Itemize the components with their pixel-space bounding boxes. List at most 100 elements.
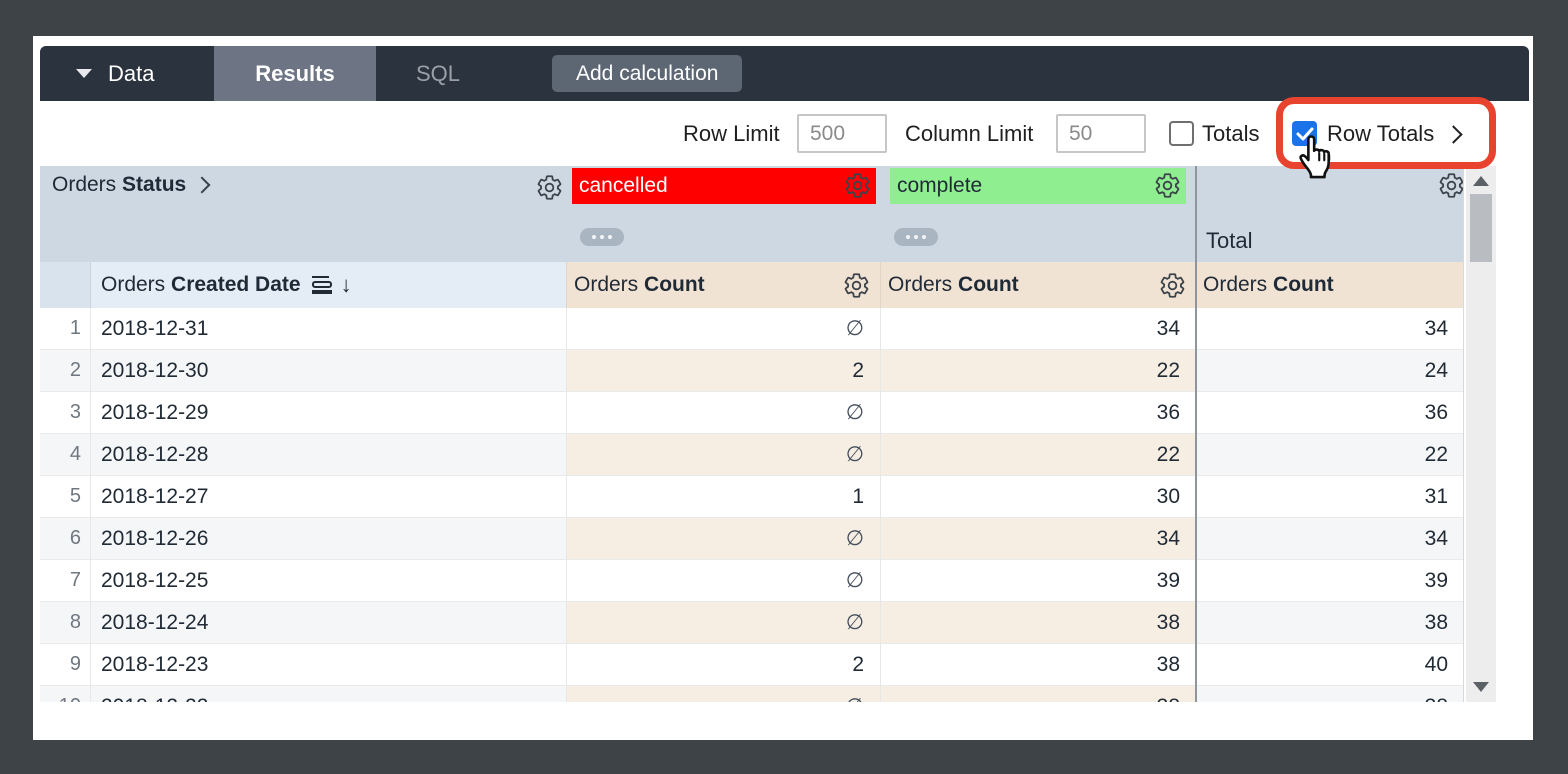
- complete-count-cell[interactable]: 30: [880, 476, 1196, 518]
- table-row: 4 2018-12-28 ∅ 22 22: [40, 434, 1464, 476]
- add-calculation-button[interactable]: Add calculation: [552, 55, 743, 92]
- pivot-expand-chevron-icon[interactable]: [193, 176, 211, 194]
- total-count-cell[interactable]: 34: [1196, 518, 1464, 560]
- row-number-cell[interactable]: 10: [40, 686, 90, 702]
- row-number-cell[interactable]: 3: [40, 392, 90, 434]
- caret-down-icon: [76, 69, 92, 78]
- date-cell[interactable]: 2018-12-31: [90, 308, 566, 350]
- null-value-icon: ∅: [845, 317, 864, 340]
- pivot-view-name: Orders: [52, 173, 117, 196]
- cancelled-count-cell[interactable]: ∅: [566, 308, 880, 350]
- total-count-cell[interactable]: 31: [1196, 476, 1464, 518]
- pivot-value-header-cancelled[interactable]: cancelled: [572, 168, 876, 204]
- pivot-value-label: complete: [897, 174, 983, 197]
- date-cell[interactable]: 2018-12-27: [90, 476, 566, 518]
- scrollbar-thumb[interactable]: [1470, 194, 1492, 262]
- complete-count-cell[interactable]: 38: [880, 602, 1196, 644]
- complete-count-cell[interactable]: 34: [880, 308, 1196, 350]
- pivot-value-gear-icon[interactable]: [844, 172, 871, 199]
- row-limit-input[interactable]: [797, 114, 887, 153]
- scroll-up-arrow[interactable]: [1466, 170, 1496, 192]
- date-cell[interactable]: 2018-12-26: [90, 518, 566, 560]
- measure-header-total[interactable]: Orders Count: [1196, 262, 1464, 308]
- add-calculation-label: Add calculation: [576, 61, 719, 85]
- table-row: 6 2018-12-26 ∅ 34 34: [40, 518, 1464, 560]
- measure-header-complete[interactable]: Orders Count: [880, 262, 1196, 308]
- cancelled-count-cell[interactable]: 2: [566, 644, 880, 686]
- sort-descending-icon[interactable]: ↓: [340, 272, 352, 297]
- total-count-cell[interactable]: 38: [1196, 602, 1464, 644]
- date-cell[interactable]: 2018-12-23: [90, 644, 566, 686]
- measure-cancelled-gear-icon[interactable]: [843, 272, 870, 299]
- row-number-cell[interactable]: 8: [40, 602, 90, 644]
- total-count-cell[interactable]: 24: [1196, 350, 1464, 392]
- null-value-icon: ∅: [845, 443, 864, 466]
- total-column-divider: [1195, 166, 1197, 702]
- measure-complete-gear-icon[interactable]: [1159, 272, 1186, 299]
- field-header-row: Orders Created Date ↓ Orders Count Order…: [40, 262, 1464, 308]
- measure-header-cancelled[interactable]: Orders Count: [566, 262, 880, 308]
- row-totals-label: Row Totals: [1327, 121, 1435, 146]
- cancelled-count-cell[interactable]: ∅: [566, 518, 880, 560]
- date-cell[interactable]: 2018-12-25: [90, 560, 566, 602]
- row-number-cell[interactable]: 7: [40, 560, 90, 602]
- pivot-options-dots-1[interactable]: [580, 228, 624, 246]
- totals-checkbox[interactable]: [1169, 121, 1194, 146]
- date-cell[interactable]: 2018-12-30: [90, 350, 566, 392]
- data-section-label: Data: [108, 60, 155, 86]
- pivot-value-gear-icon[interactable]: [1154, 172, 1181, 199]
- complete-count-cell[interactable]: 38: [880, 644, 1196, 686]
- date-cell[interactable]: 2018-12-22: [90, 686, 566, 702]
- total-count-cell[interactable]: 34: [1196, 308, 1464, 350]
- cancelled-count-cell[interactable]: 2: [566, 350, 880, 392]
- tab-results[interactable]: Results: [214, 46, 376, 101]
- hand-cursor-icon: [1295, 130, 1341, 187]
- date-cell[interactable]: 2018-12-24: [90, 602, 566, 644]
- total-column-gear-icon[interactable]: [1438, 172, 1464, 199]
- complete-count-cell[interactable]: 36: [880, 392, 1196, 434]
- pivot-value-header-complete[interactable]: complete: [890, 168, 1186, 204]
- cancelled-count-cell[interactable]: ∅: [566, 602, 880, 644]
- date-field-name: Created Date: [171, 273, 301, 296]
- pivot-dimension-header[interactable]: Orders Status: [52, 173, 211, 197]
- measure-view-name: Orders: [574, 273, 639, 296]
- row-number-cell[interactable]: 6: [40, 518, 90, 560]
- data-section-toggle[interactable]: Data: [40, 46, 214, 101]
- row-number-cell[interactable]: 5: [40, 476, 90, 518]
- cancelled-count-cell[interactable]: ∅: [566, 392, 880, 434]
- pivot-options-dots-2[interactable]: [894, 228, 938, 246]
- date-cell[interactable]: 2018-12-29: [90, 392, 566, 434]
- date-column-header[interactable]: Orders Created Date ↓: [90, 262, 613, 308]
- complete-count-cell[interactable]: 22: [880, 434, 1196, 476]
- cancelled-count-cell[interactable]: ∅: [566, 686, 880, 702]
- vertical-scrollbar[interactable]: [1466, 166, 1496, 702]
- row-number-cell[interactable]: 2: [40, 350, 90, 392]
- scroll-down-arrow[interactable]: [1466, 676, 1496, 698]
- total-count-cell[interactable]: 38: [1196, 686, 1464, 702]
- measure-view-name: Orders: [888, 273, 953, 296]
- total-count-cell[interactable]: 40: [1196, 644, 1464, 686]
- complete-count-cell[interactable]: 34: [880, 518, 1196, 560]
- total-count-cell[interactable]: 22: [1196, 434, 1464, 476]
- total-count-cell[interactable]: 39: [1196, 560, 1464, 602]
- tab-sql[interactable]: SQL: [376, 46, 500, 101]
- cancelled-count-cell[interactable]: ∅: [566, 560, 880, 602]
- cancelled-count-cell[interactable]: 1: [566, 476, 880, 518]
- complete-count-cell[interactable]: 22: [880, 350, 1196, 392]
- table-row: 3 2018-12-29 ∅ 36 36: [40, 392, 1464, 434]
- row-number-cell[interactable]: 9: [40, 644, 90, 686]
- complete-count-cell[interactable]: 39: [880, 560, 1196, 602]
- cancelled-count-cell[interactable]: ∅: [566, 434, 880, 476]
- column-limit-input[interactable]: [1056, 114, 1146, 153]
- row-number-cell[interactable]: 1: [40, 308, 90, 350]
- pivot-field-name: Status: [122, 173, 187, 196]
- complete-count-cell[interactable]: 38: [880, 686, 1196, 702]
- date-cell[interactable]: 2018-12-28: [90, 434, 566, 476]
- total-count-cell[interactable]: 36: [1196, 392, 1464, 434]
- table-row: 9 2018-12-23 2 38 40: [40, 644, 1464, 686]
- null-value-icon: ∅: [845, 401, 864, 424]
- null-value-icon: ∅: [845, 569, 864, 592]
- row-number-cell[interactable]: 4: [40, 434, 90, 476]
- pivot-dimension-gear-icon[interactable]: [536, 174, 563, 201]
- measure-field-name: Count: [644, 273, 705, 296]
